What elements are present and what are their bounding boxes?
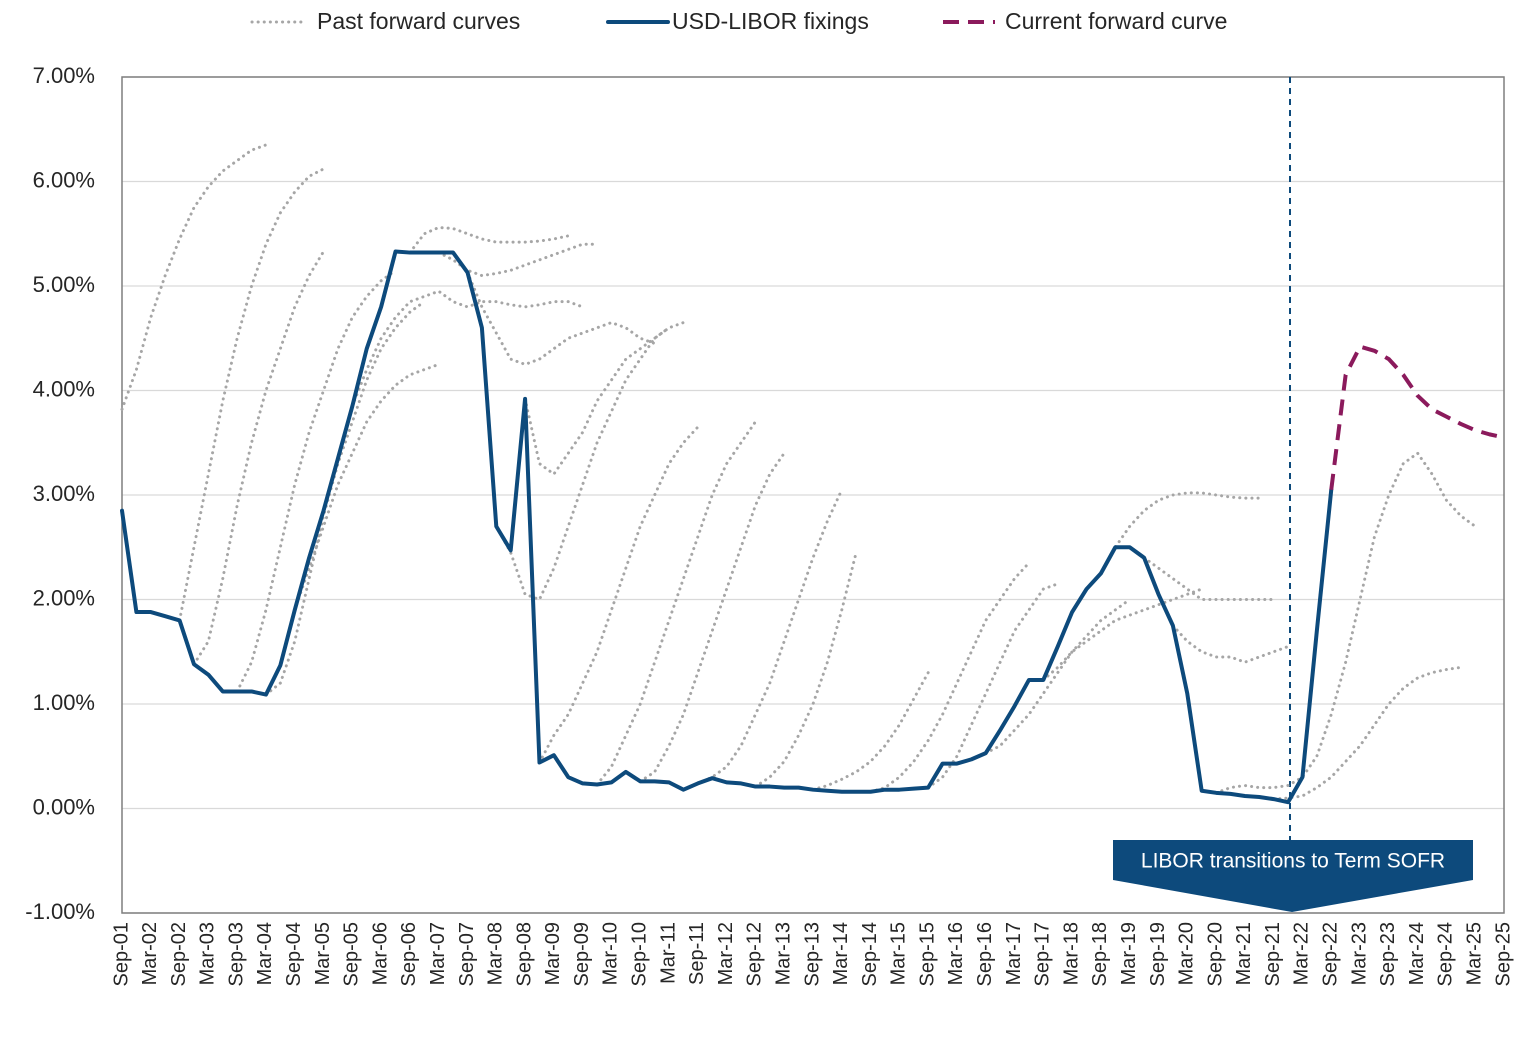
- x-tick-label: Sep-07: [456, 922, 478, 987]
- series-line: [120, 249, 1334, 805]
- x-tick-label: Mar-08: [485, 922, 507, 985]
- forward-curve: [1041, 587, 1204, 682]
- forward-curve: [293, 362, 441, 612]
- forward-curve: [753, 550, 858, 789]
- forward-curve: [494, 321, 685, 601]
- x-tick-label: Mar-13: [772, 922, 794, 985]
- forward-curve: [1099, 491, 1261, 575]
- forward-curve: [350, 289, 585, 408]
- plot-area: [121, 76, 1505, 914]
- x-tick-label: Mar-20: [1176, 922, 1198, 985]
- y-tick-label: 1.00%: [33, 690, 95, 715]
- x-tick-label: Sep-23: [1377, 922, 1399, 987]
- x-tick-label: Sep-25: [1492, 922, 1514, 987]
- forward-curve: [120, 143, 268, 411]
- x-tick-label: Sep-13: [801, 922, 823, 987]
- forward-curve: [437, 242, 599, 278]
- annotation: LIBOR transitions to Term SOFR: [1141, 850, 1445, 873]
- x-tick-label: Sep-14: [859, 922, 881, 987]
- forward-curve: [1272, 665, 1463, 801]
- x-tick-label: Sep-16: [974, 922, 996, 987]
- x-tick-label: Sep-24: [1435, 922, 1457, 987]
- x-tick-label: Mar-22: [1291, 922, 1313, 985]
- y-tick-label: 3.00%: [33, 481, 95, 506]
- x-tick-label: Sep-08: [513, 922, 535, 987]
- forward-curve: [984, 598, 1132, 755]
- forward-curve: [595, 420, 757, 786]
- legend-label: USD-LIBOR fixings: [672, 8, 869, 34]
- y-tick-label: 7.00%: [33, 63, 95, 88]
- forward-curve: [466, 270, 657, 366]
- x-tick-label: Mar-11: [657, 922, 679, 984]
- x-tick-label: Mar-23: [1348, 922, 1370, 985]
- forward-curve: [638, 451, 786, 783]
- x-tick-label: Mar-02: [139, 922, 161, 985]
- axes: -1.00% 0.00% 1.00% 2.00% 3.00% 4.00% 5.00% 6.00…: [25, 63, 1514, 987]
- forward-curve: [408, 225, 570, 255]
- x-tick-label: Sep-03: [225, 922, 247, 987]
- forward-curve: [1214, 451, 1477, 795]
- x-tick-label: Sep-10: [629, 922, 651, 987]
- forward-curve: [926, 582, 1060, 790]
- x-tick-label: Sep-04: [283, 922, 305, 987]
- forward-curve: [192, 250, 326, 666]
- x-tick-label: Mar-14: [830, 922, 852, 985]
- x-tick-label: Sep-21: [1262, 922, 1284, 987]
- x-tick-label: Mar-17: [1003, 922, 1025, 985]
- x-tick-label: Mar-12: [715, 922, 737, 985]
- x-tick-label: Sep-15: [916, 922, 938, 987]
- forward-curve: [523, 326, 671, 476]
- forward-curve: [264, 300, 426, 697]
- x-tick-label: Sep-09: [571, 922, 593, 987]
- forward-curve: [178, 167, 326, 622]
- forward-curve: [235, 268, 398, 693]
- legend-label: Current forward curve: [1005, 8, 1227, 34]
- x-tick-label: Mar-18: [1060, 922, 1082, 985]
- y-tick-label: 5.00%: [33, 272, 95, 297]
- x-tick-label: Mar-04: [254, 922, 276, 985]
- x-tick-label: Sep-06: [398, 922, 420, 987]
- x-tick-label: Mar-25: [1463, 922, 1485, 985]
- legend: Past forward curves USD-LIBOR fixings Curr…: [250, 8, 1227, 34]
- x-tick-label: Mar-24: [1406, 922, 1428, 985]
- forward-curve: [811, 671, 930, 792]
- forward-curve: [537, 425, 700, 765]
- annotation-box: [1113, 840, 1473, 912]
- y-tick-label: -1.00%: [25, 899, 95, 924]
- x-tick-label: Sep-11: [686, 922, 708, 985]
- x-tick-label: Sep-12: [744, 922, 766, 987]
- x-tick-label: Sep-05: [341, 922, 363, 987]
- x-tick-label: Sep-17: [1032, 922, 1054, 987]
- series-line: [1329, 344, 1505, 491]
- y-tick-label: 2.00%: [33, 585, 95, 610]
- x-tick-label: Sep-18: [1089, 922, 1111, 987]
- x-tick-label: Mar-03: [197, 922, 219, 985]
- y-tick-label: 4.00%: [33, 376, 95, 401]
- x-tick-label: Mar-07: [427, 922, 449, 985]
- x-tick-label: Mar-19: [1118, 922, 1140, 985]
- x-tick-label: Mar-16: [945, 922, 967, 985]
- x-tick-label: Mar-15: [888, 922, 910, 985]
- forward-curve: [1142, 556, 1276, 601]
- x-tick-label: Sep-19: [1147, 922, 1169, 987]
- x-tick-label: Sep-22: [1320, 922, 1342, 987]
- x-tick-label: Sep-01: [110, 922, 132, 987]
- x-tick-label: Mar-09: [542, 922, 564, 985]
- forward-curve: [1171, 624, 1290, 664]
- x-tick-label: Sep-02: [168, 922, 190, 987]
- forward-curve: [869, 561, 1031, 794]
- forward-curve: [696, 488, 844, 785]
- marks: [120, 143, 1505, 805]
- legend-label: Past forward curves: [317, 8, 520, 34]
- x-tick-label: Mar-06: [369, 922, 391, 985]
- y-tick-label: 6.00%: [33, 167, 95, 192]
- y-tick-label: 0.00%: [33, 794, 95, 819]
- x-tick-label: Mar-10: [600, 922, 622, 985]
- x-tick-label: Sep-20: [1204, 922, 1226, 987]
- x-tick-label: Mar-05: [312, 922, 334, 985]
- x-tick-label: Mar-21: [1233, 922, 1255, 985]
